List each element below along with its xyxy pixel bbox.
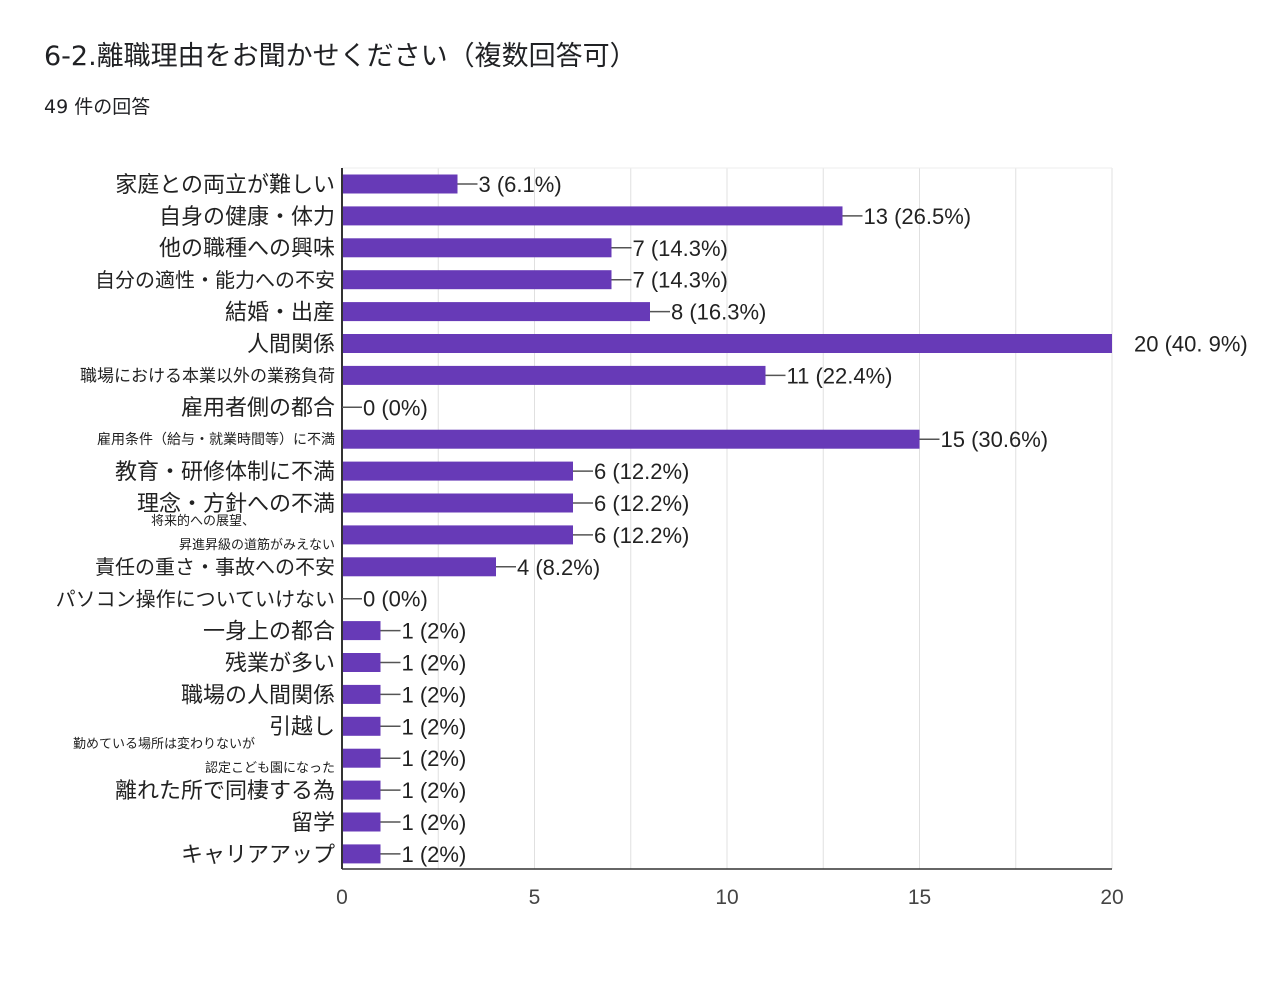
category-label: 一身上の都合 <box>203 620 335 645</box>
axes <box>341 168 1112 870</box>
category-label: 将来的への展望、 <box>151 513 255 529</box>
category-label: 結婚・出産 <box>225 301 335 326</box>
category-label: パソコン操作についていけない <box>56 587 335 611</box>
bar[interactable] <box>342 174 458 194</box>
bar[interactable] <box>342 748 381 768</box>
data-label: 6 (12.2%) <box>594 491 689 516</box>
category-label: 雇用条件（給与・就業時間等）に不満 <box>97 431 335 448</box>
category-label: 人間関係 <box>247 332 335 357</box>
category-label: 他の職種への興味 <box>159 237 335 262</box>
bar[interactable] <box>342 621 381 641</box>
category-label: 引越し <box>269 715 335 740</box>
bar[interactable] <box>342 653 381 672</box>
data-label: 1 (2%) <box>402 651 467 676</box>
category-label: 自身の健康・体力 <box>159 205 335 230</box>
category-label: 残業が多い <box>225 651 335 676</box>
category-label: 自分の適性・能力への不安 <box>95 268 335 292</box>
data-label: 6 (12.2%) <box>594 523 689 548</box>
data-labels: 3 (6.1%) 13 (26.5%) 7 (14.3%) 7 (14.3%) 8 (1… <box>342 172 1248 867</box>
bar[interactable] <box>342 302 650 322</box>
grid-lines <box>342 167 1113 869</box>
category-label: 責任の重さ・事故への不安 <box>95 555 335 579</box>
data-label: 8 (16.3%) <box>671 300 766 325</box>
data-label: 13 (26.5%) <box>864 204 972 229</box>
bar[interactable] <box>342 461 573 481</box>
data-label: 1 (2%) <box>402 619 467 644</box>
bar[interactable] <box>342 684 381 704</box>
bar[interactable] <box>342 270 612 290</box>
x-tick-label: 0 <box>336 886 348 909</box>
data-label: 7 (14.3%) <box>633 268 728 293</box>
chart-title: 6-2.離職理由をお聞かせください（複数回答可） <box>44 41 637 72</box>
category-label: 家庭との両立が難しい <box>115 173 335 198</box>
data-label: 15 (30.6%) <box>941 427 1049 452</box>
category-label: 雇用者側の都合 <box>181 396 335 421</box>
data-label: 1 (2%) <box>402 810 467 835</box>
x-tick-label: 20 <box>1100 886 1123 909</box>
category-label: 昇進昇級の道筋がみえない <box>179 537 335 553</box>
bar[interactable] <box>342 812 381 832</box>
category-labels: 家庭との両立が難しい自身の健康・体力他の職種への興味自分の適性・能力への不安結婚… <box>56 173 335 868</box>
category-label: 離れた所で同棲する為 <box>115 779 335 804</box>
data-label: 20 (40. 9%) <box>1134 332 1248 357</box>
category-label: 理念・方針への不満 <box>137 492 335 517</box>
data-label: 1 (2%) <box>402 778 467 803</box>
bar[interactable] <box>342 365 766 385</box>
bar[interactable] <box>342 493 573 513</box>
data-label: 1 (2%) <box>402 714 467 739</box>
category-label: 認定こども園になった <box>205 760 335 776</box>
bar[interactable] <box>342 206 843 226</box>
bar[interactable] <box>342 780 381 800</box>
data-label: 1 (2%) <box>402 682 467 707</box>
data-label: 0 (0%) <box>363 587 428 612</box>
data-label: 1 (2%) <box>402 746 467 771</box>
data-label: 6 (12.2%) <box>594 459 689 484</box>
category-label: 教育・研修体制に不満 <box>115 460 335 485</box>
bar[interactable] <box>342 557 496 577</box>
data-label: 1 (2%) <box>402 842 467 867</box>
response-count: 49 件の回答 <box>44 96 151 118</box>
bars <box>342 174 1112 864</box>
bar[interactable] <box>342 238 612 258</box>
category-label: 勤めている場所は変わりないが <box>73 736 255 752</box>
category-label: 職場の人間関係 <box>181 683 335 708</box>
data-label: 3 (6.1%) <box>479 172 562 197</box>
x-tick-label: 10 <box>715 886 738 909</box>
category-label: キャリアアップ <box>181 843 335 868</box>
x-tick-labels: 0 5 10 15 20 <box>336 886 1124 909</box>
category-label: 職場における本業以外の業務負荷 <box>80 367 335 387</box>
category-label: 留学 <box>291 811 335 836</box>
data-label: 7 (14.3%) <box>633 236 728 261</box>
bar[interactable] <box>342 525 573 545</box>
data-label: 0 (0%) <box>363 395 428 420</box>
bar[interactable] <box>342 334 1112 353</box>
x-tick-label: 5 <box>529 886 541 909</box>
bar[interactable] <box>342 844 381 864</box>
bar[interactable] <box>342 429 920 449</box>
bar[interactable] <box>342 716 381 736</box>
data-label: 11 (22.4%) <box>787 363 893 388</box>
data-label: 4 (8.2%) <box>517 555 600 580</box>
x-tick-label: 15 <box>908 886 931 909</box>
